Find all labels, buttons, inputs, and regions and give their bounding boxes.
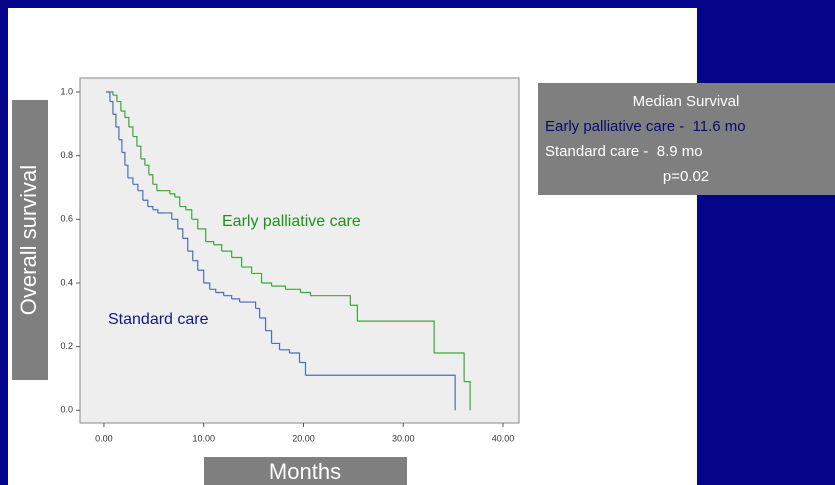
x-tick-label: 40.00 bbox=[492, 433, 515, 443]
survival-step bbox=[128, 126, 134, 137]
survival-step bbox=[127, 177, 134, 185]
survival-step bbox=[105, 91, 111, 102]
survival-step bbox=[148, 174, 154, 185]
survival-step bbox=[285, 288, 302, 293]
survival-step bbox=[112, 113, 117, 128]
survival-step bbox=[197, 269, 205, 283]
survival-step bbox=[265, 330, 273, 344]
survival-step bbox=[271, 285, 287, 290]
survival-step bbox=[434, 352, 465, 382]
y-tick-label: 0.8 bbox=[60, 150, 73, 160]
survival-step bbox=[124, 164, 129, 178]
y-axis-label: Overall survival bbox=[16, 165, 41, 315]
y-label-box bbox=[12, 100, 48, 380]
y-tick-label: 0.0 bbox=[60, 405, 73, 415]
survival-step bbox=[140, 158, 146, 166]
x-tick-label: 20.00 bbox=[292, 433, 315, 443]
survival-step bbox=[191, 218, 199, 229]
survival-step bbox=[115, 126, 120, 140]
survival-step bbox=[231, 298, 241, 303]
survival-step bbox=[251, 272, 263, 283]
survival-step bbox=[152, 209, 159, 213]
survival-step bbox=[261, 282, 273, 287]
x-axis-label: Months bbox=[269, 459, 341, 484]
survival-step bbox=[132, 135, 138, 147]
survival-step bbox=[197, 228, 207, 242]
survival-step bbox=[124, 116, 130, 128]
survival-step bbox=[147, 205, 154, 210]
survival-step bbox=[118, 139, 123, 153]
y-tick-label: 0.6 bbox=[60, 214, 73, 224]
survival-step bbox=[209, 288, 217, 293]
survival-step bbox=[164, 212, 173, 220]
survival-step bbox=[350, 304, 358, 322]
survival-step bbox=[241, 266, 253, 274]
survival-step bbox=[116, 100, 122, 112]
survival-step bbox=[215, 291, 225, 296]
survival-step bbox=[179, 205, 187, 210]
x-tick-label: 30.00 bbox=[392, 433, 415, 443]
survival-step bbox=[299, 361, 307, 376]
survival-step bbox=[345, 295, 351, 306]
x-tick-label: 10.00 bbox=[192, 433, 215, 443]
survival-step bbox=[357, 320, 435, 353]
y-tick-label: 0.2 bbox=[60, 341, 73, 351]
p-value: p=0.02 bbox=[663, 168, 709, 185]
x-tick-label: 0.00 bbox=[95, 433, 113, 443]
survival-step bbox=[169, 193, 176, 198]
survival-step bbox=[223, 295, 233, 299]
survival-step bbox=[259, 317, 267, 331]
y-tick-label: 1.0 bbox=[60, 86, 73, 96]
survival-step bbox=[203, 282, 211, 290]
survival-step bbox=[136, 145, 142, 159]
median-title: Median Survival bbox=[633, 93, 740, 110]
survival-step bbox=[192, 260, 199, 271]
survival-step bbox=[112, 94, 118, 102]
plot-area bbox=[79, 77, 520, 424]
y-tick-label: 0.4 bbox=[60, 277, 73, 287]
survival-step bbox=[182, 237, 189, 252]
survival-step bbox=[120, 110, 126, 118]
survival-step bbox=[205, 240, 215, 245]
survival-step bbox=[121, 151, 126, 166]
survival-step bbox=[289, 352, 301, 363]
survival-step bbox=[162, 190, 171, 194]
survival-step bbox=[271, 342, 281, 350]
survival-step bbox=[187, 250, 194, 261]
survival-step bbox=[300, 291, 312, 296]
survival-step bbox=[279, 349, 291, 353]
survival-step bbox=[152, 183, 158, 191]
series-label: Early palliative care bbox=[222, 213, 361, 230]
survival-step bbox=[213, 244, 223, 252]
median-early: Early palliative care - 11.6 mo bbox=[545, 118, 746, 135]
survival-step bbox=[137, 190, 144, 201]
median-box bbox=[538, 83, 835, 195]
series-label: Standard care bbox=[108, 311, 209, 328]
x-label-box bbox=[204, 457, 407, 485]
median-standard: Standard care - 8.9 mo bbox=[545, 143, 703, 160]
survival-step bbox=[305, 374, 456, 411]
survival-step bbox=[109, 100, 114, 115]
survival-step bbox=[249, 301, 257, 309]
survival-step bbox=[144, 164, 150, 175]
survival-step bbox=[142, 199, 149, 207]
survival-step bbox=[221, 250, 233, 258]
survival-step bbox=[174, 196, 181, 207]
survival-step bbox=[177, 228, 184, 239]
survival-step bbox=[255, 307, 261, 318]
survival-step bbox=[132, 183, 139, 191]
survival-step bbox=[185, 209, 193, 220]
survival-step bbox=[464, 381, 471, 411]
survival-step bbox=[231, 256, 243, 268]
survival-step bbox=[171, 218, 179, 229]
